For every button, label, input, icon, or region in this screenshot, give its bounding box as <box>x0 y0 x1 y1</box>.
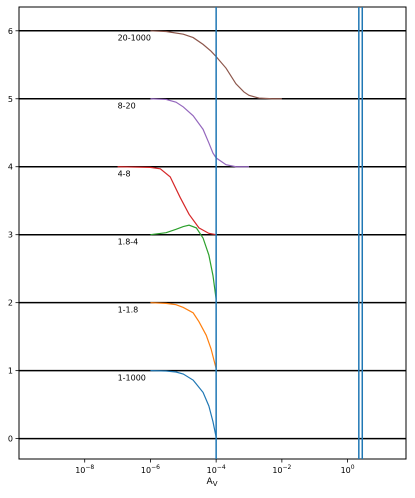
vertical-lines <box>215 7 364 459</box>
x-ticks: 10−8 10−6 10−4 10−2 100 <box>75 459 355 475</box>
x-tick-label-2: 10−4 <box>207 464 226 475</box>
series-lines <box>117 30 282 438</box>
baselines <box>19 30 406 440</box>
series-line-0 <box>150 30 282 100</box>
y-tick-label-2: 2 <box>8 299 13 308</box>
band-label-2: 4-8 <box>118 170 131 179</box>
y-tick-label-0: 0 <box>8 435 13 444</box>
y-tick-label-6: 6 <box>8 27 13 36</box>
series-line-2 <box>117 166 217 236</box>
y-tick-label-5: 5 <box>8 95 13 104</box>
x-tick-label-1: 10−6 <box>141 464 160 475</box>
band-label-0: 20-1000 <box>118 34 151 43</box>
series-line-3 <box>150 224 217 300</box>
series-line-4 <box>150 302 217 369</box>
y-tick-label-3: 3 <box>8 231 13 240</box>
band-label-1: 8-20 <box>118 102 136 111</box>
series-line-5 <box>150 370 217 438</box>
y-ticks: 0 1 2 3 4 5 6 <box>8 27 19 444</box>
band-label-3: 1.8-4 <box>118 237 139 246</box>
x-tick-label-3: 10−2 <box>272 464 291 475</box>
band-label-5: 1-1000 <box>118 373 146 382</box>
x-tick-label-4: 100 <box>341 464 355 475</box>
band-labels: 20-1000 8-20 4-8 1.8-4 1-1.8 1-1000 <box>118 34 151 383</box>
y-tick-label-1: 1 <box>8 367 13 376</box>
band-label-4: 1-1.8 <box>118 305 139 314</box>
x-axis-label: AV <box>207 477 218 488</box>
plot-frame <box>18 6 407 460</box>
y-tick-label-4: 4 <box>8 163 13 172</box>
series-line-1 <box>150 98 249 168</box>
x-tick-label-0: 10−8 <box>75 464 94 475</box>
